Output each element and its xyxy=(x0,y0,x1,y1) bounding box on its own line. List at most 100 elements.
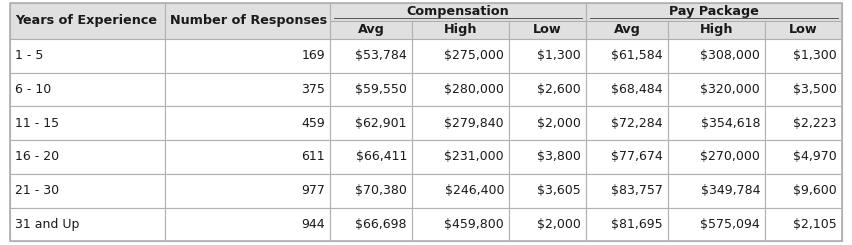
Text: $72,284: $72,284 xyxy=(612,117,663,130)
Bar xyxy=(330,21,412,39)
Text: $62,901: $62,901 xyxy=(355,117,407,130)
Bar xyxy=(412,39,509,73)
Bar xyxy=(10,3,165,39)
Text: Years of Experience: Years of Experience xyxy=(15,14,157,27)
Text: $66,411: $66,411 xyxy=(355,150,407,163)
Text: 375: 375 xyxy=(301,83,325,96)
Bar xyxy=(765,208,842,241)
Text: $459,800: $459,800 xyxy=(444,218,504,231)
Bar xyxy=(412,208,509,241)
Text: $77,674: $77,674 xyxy=(611,150,663,163)
Text: 944: 944 xyxy=(302,218,325,231)
Text: 1 - 5: 1 - 5 xyxy=(15,49,43,62)
Text: $3,605: $3,605 xyxy=(538,184,581,197)
Bar xyxy=(330,106,412,140)
Text: $53,784: $53,784 xyxy=(355,49,407,62)
Bar xyxy=(10,140,165,174)
Bar xyxy=(165,73,330,106)
Text: $9,600: $9,600 xyxy=(793,184,837,197)
Bar xyxy=(509,208,586,241)
Bar xyxy=(165,208,330,241)
Bar xyxy=(765,21,842,39)
Bar xyxy=(586,73,668,106)
Bar xyxy=(586,39,668,73)
Text: High: High xyxy=(699,24,734,37)
Bar xyxy=(765,106,842,140)
Text: $308,000: $308,000 xyxy=(700,49,760,62)
Text: $70,380: $70,380 xyxy=(355,184,407,197)
Text: $68,484: $68,484 xyxy=(612,83,663,96)
Text: $2,223: $2,223 xyxy=(793,117,837,130)
Text: $59,550: $59,550 xyxy=(355,83,407,96)
Bar xyxy=(10,73,165,106)
Text: Compensation: Compensation xyxy=(406,5,509,18)
Bar xyxy=(668,39,765,73)
Bar xyxy=(509,21,586,39)
Bar xyxy=(765,174,842,208)
Bar xyxy=(330,208,412,241)
Bar xyxy=(10,174,165,208)
Bar xyxy=(509,106,586,140)
Bar xyxy=(165,106,330,140)
Bar xyxy=(586,21,668,39)
Bar xyxy=(668,208,765,241)
Bar xyxy=(586,140,668,174)
Bar xyxy=(412,21,509,39)
Bar xyxy=(509,39,586,73)
Bar xyxy=(330,174,412,208)
Text: $1,300: $1,300 xyxy=(538,49,581,62)
Bar xyxy=(10,208,165,241)
Text: 31 and Up: 31 and Up xyxy=(15,218,79,231)
Bar xyxy=(586,106,668,140)
Bar xyxy=(586,174,668,208)
Bar xyxy=(330,39,412,73)
Text: 977: 977 xyxy=(301,184,325,197)
Text: $1,300: $1,300 xyxy=(793,49,837,62)
Text: $3,800: $3,800 xyxy=(537,150,581,163)
Text: Number of Responses: Number of Responses xyxy=(170,14,327,27)
Text: 11 - 15: 11 - 15 xyxy=(15,117,59,130)
Bar xyxy=(668,174,765,208)
Bar xyxy=(412,106,509,140)
Text: $4,970: $4,970 xyxy=(793,150,837,163)
Text: 169: 169 xyxy=(302,49,325,62)
Bar xyxy=(412,174,509,208)
Text: $270,000: $270,000 xyxy=(700,150,760,163)
Bar xyxy=(412,73,509,106)
Text: $246,400: $246,400 xyxy=(445,184,504,197)
Bar xyxy=(412,140,509,174)
Text: 459: 459 xyxy=(302,117,325,130)
Bar xyxy=(10,39,165,73)
Bar xyxy=(586,208,668,241)
Bar xyxy=(668,73,765,106)
Text: Low: Low xyxy=(533,24,561,37)
Bar xyxy=(765,73,842,106)
Bar xyxy=(586,3,842,21)
Text: 16 - 20: 16 - 20 xyxy=(15,150,59,163)
Bar xyxy=(165,174,330,208)
Bar xyxy=(509,140,586,174)
Bar xyxy=(330,140,412,174)
Text: $3,500: $3,500 xyxy=(793,83,837,96)
Text: $2,600: $2,600 xyxy=(538,83,581,96)
Bar xyxy=(330,3,586,21)
Text: 611: 611 xyxy=(302,150,325,163)
Text: Pay Package: Pay Package xyxy=(669,5,759,18)
Text: $279,840: $279,840 xyxy=(445,117,504,130)
Text: $354,618: $354,618 xyxy=(700,117,760,130)
Bar xyxy=(668,106,765,140)
Bar xyxy=(668,140,765,174)
Text: Avg: Avg xyxy=(613,24,641,37)
Text: $349,784: $349,784 xyxy=(700,184,760,197)
Text: $231,000: $231,000 xyxy=(445,150,504,163)
Text: $66,698: $66,698 xyxy=(355,218,407,231)
Text: $2,000: $2,000 xyxy=(537,117,581,130)
Text: $575,094: $575,094 xyxy=(700,218,760,231)
Text: $2,000: $2,000 xyxy=(537,218,581,231)
Bar xyxy=(765,39,842,73)
Text: Avg: Avg xyxy=(358,24,384,37)
Bar xyxy=(668,21,765,39)
Text: $83,757: $83,757 xyxy=(611,184,663,197)
Text: $81,695: $81,695 xyxy=(612,218,663,231)
Text: Low: Low xyxy=(789,24,818,37)
